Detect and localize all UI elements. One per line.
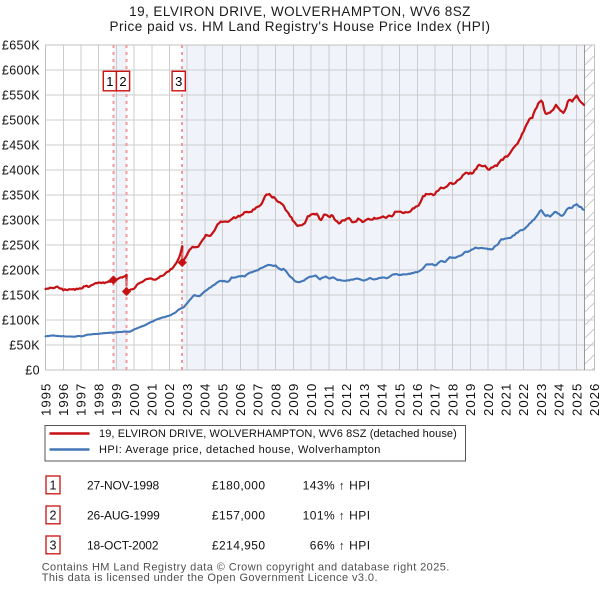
svg-text:26-AUG-1999: 26-AUG-1999 — [87, 508, 160, 522]
svg-text:£650K: £650K — [2, 38, 40, 52]
svg-text:£450K: £450K — [2, 138, 40, 152]
svg-text:£150K: £150K — [2, 288, 40, 302]
svg-text:£157,000: £157,000 — [212, 508, 266, 522]
svg-text:£180,000: £180,000 — [212, 478, 266, 492]
svg-text:2014: 2014 — [375, 383, 390, 416]
svg-text:2013: 2013 — [357, 383, 372, 416]
svg-text:1996: 1996 — [56, 383, 71, 416]
svg-text:2022: 2022 — [516, 383, 531, 416]
svg-text:1997: 1997 — [74, 383, 89, 416]
svg-text:2015: 2015 — [392, 383, 407, 416]
svg-text:2011: 2011 — [322, 384, 337, 416]
svg-text:2021: 2021 — [499, 383, 514, 416]
svg-text:19, ELVIRON DRIVE, WOLVERHAMPT: 19, ELVIRON DRIVE, WOLVERHAMPTON, WV6 8S… — [129, 4, 471, 19]
svg-text:This data is licensed under th: This data is licensed under the Open Gov… — [42, 572, 378, 584]
svg-text:2009: 2009 — [286, 383, 301, 416]
svg-text:£200K: £200K — [2, 263, 40, 277]
svg-text:2005: 2005 — [215, 383, 230, 416]
svg-text:2018: 2018 — [445, 383, 460, 416]
svg-text:£400K: £400K — [2, 163, 40, 177]
svg-text:2012: 2012 — [339, 383, 354, 416]
svg-text:1999: 1999 — [109, 383, 124, 416]
svg-text:£550K: £550K — [2, 88, 40, 102]
svg-text:143% ↑ HPI: 143% ↑ HPI — [303, 478, 371, 492]
svg-text:1: 1 — [50, 478, 57, 492]
svg-text:2: 2 — [50, 508, 57, 522]
svg-text:2001: 2001 — [145, 383, 160, 416]
svg-text:£600K: £600K — [2, 63, 40, 77]
svg-text:3: 3 — [175, 74, 182, 89]
svg-text:27-NOV-1998: 27-NOV-1998 — [87, 478, 160, 492]
svg-text:3: 3 — [50, 538, 57, 552]
svg-text:2004: 2004 — [198, 383, 213, 416]
svg-text:£250K: £250K — [2, 238, 40, 252]
svg-text:2008: 2008 — [268, 383, 283, 416]
svg-text:2006: 2006 — [233, 383, 248, 416]
svg-text:2020: 2020 — [481, 383, 496, 416]
svg-text:2000: 2000 — [127, 383, 142, 416]
svg-text:101% ↑ HPI: 101% ↑ HPI — [303, 508, 371, 522]
svg-text:2002: 2002 — [162, 383, 177, 416]
svg-text:2016: 2016 — [410, 383, 425, 416]
svg-text:2025: 2025 — [569, 383, 584, 416]
svg-text:£350K: £350K — [2, 188, 40, 202]
svg-text:66% ↑ HPI: 66% ↑ HPI — [310, 538, 371, 552]
svg-text:HPI: Average price, detached h: HPI: Average price, detached house, Wolv… — [99, 444, 381, 456]
svg-text:2026: 2026 — [587, 383, 600, 416]
svg-text:£300K: £300K — [2, 213, 40, 227]
svg-text:1995: 1995 — [38, 383, 53, 416]
svg-text:2023: 2023 — [534, 383, 549, 416]
svg-text:£214,950: £214,950 — [212, 538, 266, 552]
svg-text:2024: 2024 — [552, 383, 567, 416]
svg-text:£500K: £500K — [2, 113, 40, 127]
svg-text:1: 1 — [106, 74, 113, 89]
svg-text:£50K: £50K — [9, 338, 40, 352]
svg-text:19, ELVIRON DRIVE, WOLVERHAMPT: 19, ELVIRON DRIVE, WOLVERHAMPTON, WV6 8S… — [99, 428, 457, 440]
svg-text:2007: 2007 — [251, 383, 266, 416]
svg-text:2010: 2010 — [304, 383, 319, 416]
svg-text:Contains HM Land Registry data: Contains HM Land Registry data © Crown c… — [42, 561, 450, 573]
svg-text:£100K: £100K — [2, 313, 40, 327]
svg-text:1998: 1998 — [91, 383, 106, 416]
svg-text:18-OCT-2002: 18-OCT-2002 — [87, 538, 159, 552]
svg-text:2019: 2019 — [463, 383, 478, 416]
svg-text:2: 2 — [119, 74, 126, 89]
svg-text:2017: 2017 — [428, 383, 443, 416]
svg-text:2003: 2003 — [180, 383, 195, 416]
svg-text:£0: £0 — [25, 363, 40, 377]
svg-text:Price paid vs. HM Land Registr: Price paid vs. HM Land Registry's House … — [109, 19, 490, 34]
